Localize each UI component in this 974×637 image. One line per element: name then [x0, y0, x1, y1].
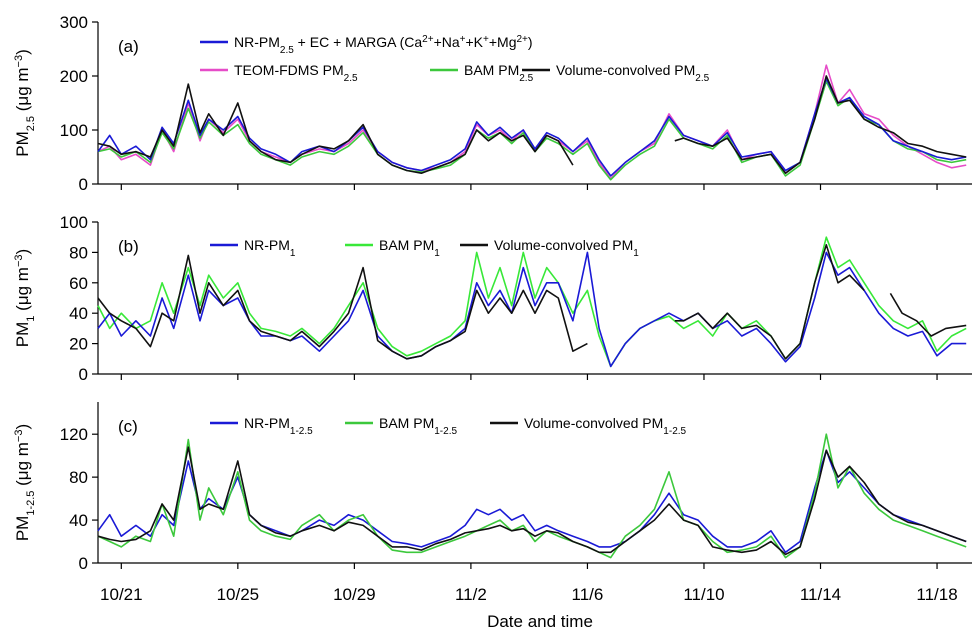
y-tick-label: 40	[69, 304, 88, 323]
y-axis-label: PM2.5 (μg m−3)	[13, 49, 37, 157]
legend-entry: TEOM-FDMS PM2.5	[234, 62, 358, 84]
series-line	[97, 236, 967, 368]
x-tick-label: 11/2	[455, 585, 487, 604]
series-line	[97, 75, 967, 174]
y-axis-label: PM1 (μg m−3)	[13, 249, 37, 347]
y-axis-label: PM1-2.5 (μg m−3)	[13, 424, 37, 541]
y-tick-label: 80	[69, 243, 88, 262]
x-tick-label: 11/10	[683, 585, 724, 604]
legend-entry: NR-PM1-2.5	[244, 415, 313, 437]
panel-2: 0 20 40 60 80 100 (b) PM1 (μg m−3) NR-PM1 BAM PM1…	[13, 213, 972, 384]
y-tick-label: 0	[79, 175, 88, 194]
panel-tag: (b)	[118, 237, 139, 256]
legend-entry: Volume-convolved PM2.5	[556, 62, 710, 84]
x-tick-label: 10/29	[333, 585, 376, 604]
x-tick-label: 11/14	[800, 585, 841, 604]
legend-entry: Volume-convolved PM1	[494, 237, 639, 259]
legend-entry: NR-PM1	[244, 237, 296, 259]
y-tick-label: 200	[60, 67, 88, 86]
series-line	[97, 446, 967, 556]
y-tick-label: 0	[79, 554, 88, 573]
panel-3: 0 40 80 120 10/21 10/25 10/29 11/2 11/6 11/10 11/1…	[13, 402, 972, 604]
legend-entry: BAM PM1	[379, 237, 440, 259]
y-tick-label: 120	[60, 425, 88, 444]
series-line	[97, 433, 967, 559]
legend-entry: BAM PM2.5	[464, 62, 534, 84]
x-tick-label: 11/6	[572, 585, 604, 604]
panel-tag: (a)	[118, 37, 139, 56]
series-line	[97, 251, 967, 368]
legend-entry: NR-PM2.5 + EC + MARGA (Ca2++Na++K++Mg2+)	[234, 34, 533, 56]
y-tick-label: 100	[60, 121, 88, 140]
y-tick-label: 0	[79, 365, 88, 384]
panel-tag: (c)	[118, 417, 138, 436]
y-tick-label: 80	[69, 468, 88, 487]
x-tick-label: 11/18	[916, 585, 957, 604]
legend-entry: BAM PM1-2.5	[379, 415, 457, 437]
x-tick-label: 10/25	[217, 585, 260, 604]
y-tick-label: 300	[60, 13, 88, 32]
y-tick-label: 20	[69, 335, 88, 354]
series-line	[97, 244, 967, 360]
panel-1: 0 100 200 300 (a) PM2.5 (μg m−3) NR-PM2.5 + EC…	[13, 13, 972, 194]
y-tick-label: 60	[69, 274, 88, 293]
legend-entry: Volume-convolved PM1-2.5	[524, 415, 687, 437]
y-tick-label: 40	[69, 511, 88, 530]
x-tick-label: 10/21	[100, 585, 143, 604]
x-axis-label: Date and time	[487, 612, 593, 631]
y-tick-label: 100	[60, 213, 88, 232]
